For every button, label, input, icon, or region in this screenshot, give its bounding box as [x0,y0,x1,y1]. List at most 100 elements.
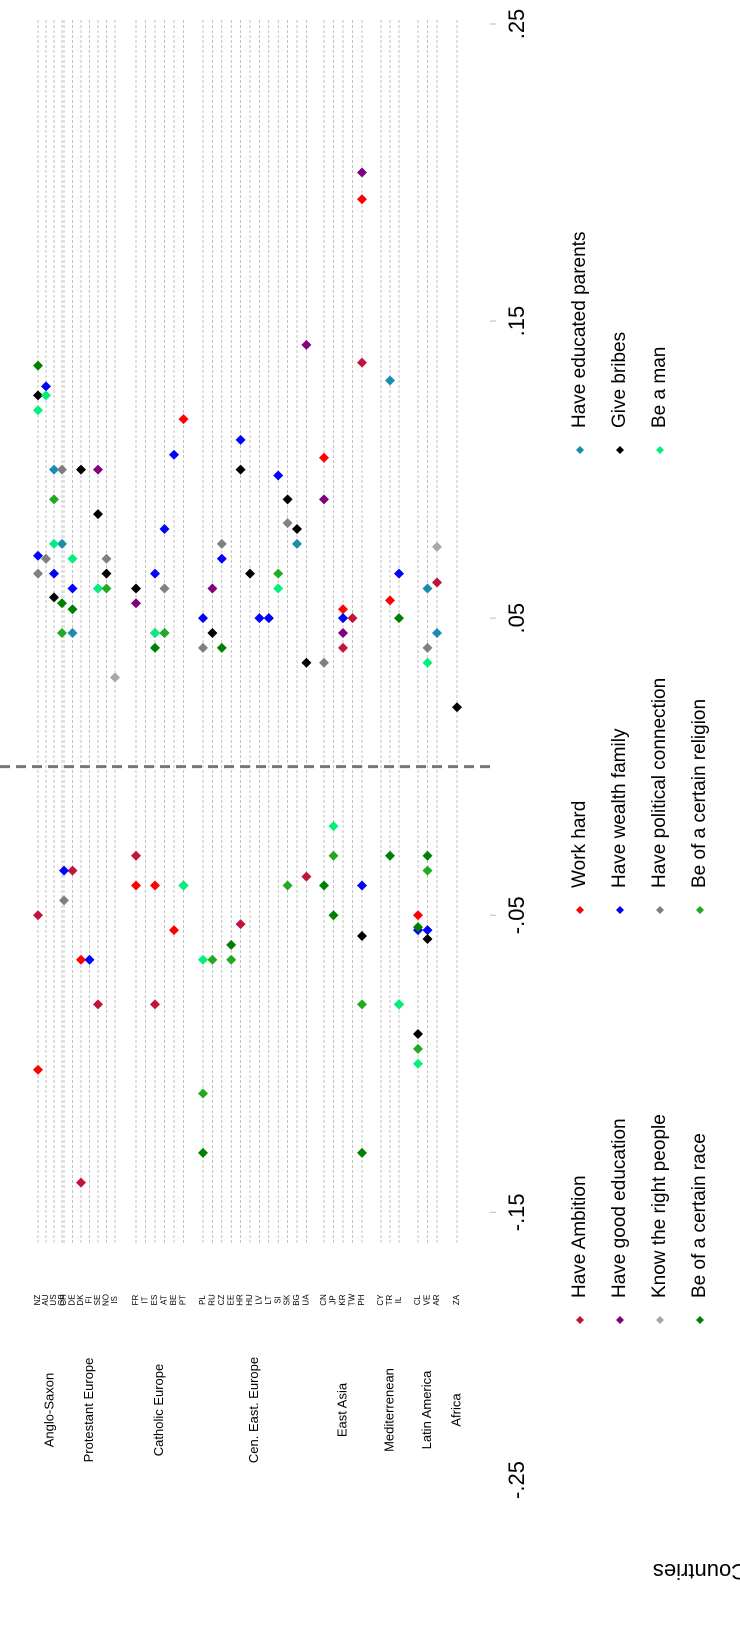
country-label: IT [141,1296,150,1303]
data-point [422,933,433,944]
data-point [338,628,348,638]
data-point [59,895,69,906]
data-point [93,509,103,520]
country-label: SE [93,1295,102,1306]
data-point [282,880,293,891]
data-point [93,999,103,1010]
country-label: TR [385,1294,394,1305]
country-label: HR [236,1294,245,1306]
data-point [226,939,237,950]
legend-marker [656,1316,664,1324]
country-label: UA [302,1294,311,1306]
data-point [394,568,404,579]
data-point [328,850,339,861]
data-point [49,592,59,603]
legend-label: Be of a certain race [689,1133,710,1298]
data-point [57,464,67,475]
legend-label: Be a man [649,347,670,428]
country-label: VE [423,1295,432,1306]
data-point [101,553,112,564]
data-point [84,954,95,965]
group-label: Africa [448,1393,463,1427]
data-point [338,642,348,653]
data-point [432,541,442,552]
data-point [110,672,120,683]
legend-label: Give bribes [609,332,630,428]
data-point [328,910,339,921]
data-point [59,865,69,876]
country-label: PT [179,1295,188,1305]
data-point [33,360,43,371]
data-point [301,339,312,350]
legend-marker [576,446,584,454]
y-tick-label: .15 [504,306,529,337]
legend-marker [696,906,704,914]
data-point [357,194,367,205]
country-label: GB [57,1294,66,1306]
data-point [67,865,78,876]
data-point [67,628,78,638]
data-point [282,494,293,505]
data-point [301,871,312,882]
data-point [57,598,67,609]
group-label: Catholic Europe [151,1364,166,1457]
data-point [282,518,293,529]
data-point [49,568,59,579]
country-label: DK [76,1294,85,1306]
data-point [422,583,433,594]
country-label: EE [226,1295,235,1306]
data-point [292,524,302,535]
legend-marker [616,906,624,914]
data-point [198,954,208,965]
data-point [76,954,86,965]
data-point [67,604,78,615]
data-point [235,919,246,930]
data-point [33,568,43,579]
group-label: East Asia [334,1382,349,1437]
data-point [169,925,179,936]
data-point [301,657,312,668]
country-label: PL [198,1295,207,1305]
data-point [413,1029,423,1040]
country-label: DE [68,1294,77,1305]
country-label: ZA [452,1294,461,1305]
data-point [150,568,160,579]
data-point [49,464,59,475]
data-point [385,595,395,606]
data-point [41,553,51,564]
data-point [357,167,367,178]
y-tick-label: .25 [504,9,529,40]
data-point [207,954,218,965]
data-point [57,538,67,549]
data-point [41,390,51,401]
data-point [131,598,141,609]
legend-marker [656,446,664,454]
country-label: LT [264,1296,273,1305]
legend-label: Have wealth family [609,728,630,888]
data-point [33,390,43,401]
data-point [150,628,160,638]
data-point [57,628,67,638]
data-point [76,464,86,475]
y-tick-label: -.05 [504,896,529,934]
legend-marker [656,906,664,914]
data-point [413,1043,423,1054]
data-point [432,628,442,638]
data-point [67,583,78,594]
data-point [394,999,404,1010]
data-point [319,494,329,505]
data-point [93,464,103,475]
legend-marker [576,1316,584,1324]
country-label: BE [169,1295,178,1306]
y-tick-label: -.15 [504,1193,529,1231]
data-point [198,1147,208,1158]
data-point [357,357,367,368]
data-point [67,553,78,564]
country-label: FI [85,1296,94,1303]
data-point [273,583,284,594]
data-point [159,524,170,535]
legend-marker [616,446,624,454]
country-label: IL [394,1296,403,1303]
data-point [33,1064,43,1075]
group-label: Anglo-Saxon [41,1373,56,1447]
